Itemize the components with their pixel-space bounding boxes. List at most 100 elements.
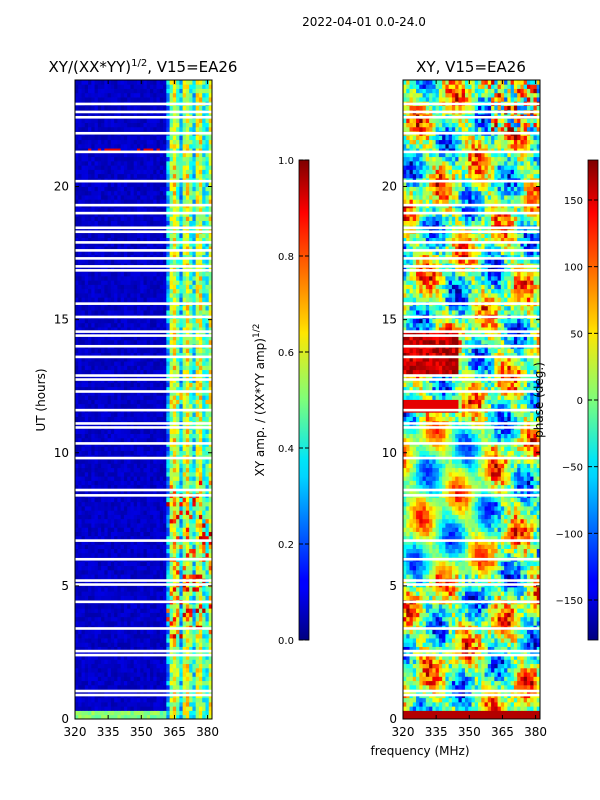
heatmap-cell <box>192 361 197 366</box>
heatmap-cell <box>169 603 174 609</box>
heatmap-cell <box>91 310 95 315</box>
heatmap-cell <box>182 327 187 332</box>
heatmap-cell <box>75 369 79 375</box>
heatmap-cell <box>114 621 118 626</box>
heatmap-cell <box>133 305 138 311</box>
heatmap-cell <box>198 655 203 660</box>
heatmap-cell <box>104 382 109 388</box>
heatmap-cell <box>185 531 190 537</box>
heatmap-cell <box>202 608 206 613</box>
heatmap-cell <box>208 629 213 635</box>
heatmap-cell <box>150 284 154 290</box>
heatmap-cell <box>172 544 177 549</box>
heatmap-cell <box>91 254 95 260</box>
heatmap-cell <box>179 386 184 392</box>
heatmap-cell <box>120 497 125 503</box>
heatmap-cell <box>182 258 187 264</box>
heatmap-cell <box>156 484 161 490</box>
heatmap-cell <box>133 395 138 400</box>
heatmap-cell <box>133 352 138 358</box>
heatmap-cell <box>169 544 174 549</box>
heatmap-cell <box>75 446 79 452</box>
heatmap-cell <box>169 612 174 618</box>
heatmap-cell <box>84 476 89 481</box>
heatmap-cell <box>169 697 174 703</box>
heatmap-cell <box>143 646 148 652</box>
heatmap-cell <box>101 595 105 601</box>
heatmap-cell <box>91 621 95 626</box>
heatmap-cell <box>107 322 112 328</box>
heatmap-cell <box>205 697 210 703</box>
heatmap-cell <box>130 506 135 511</box>
heatmap-cell <box>176 655 180 660</box>
heatmap-cell <box>166 348 170 354</box>
heatmap-cell <box>146 714 151 720</box>
heatmap-cell <box>133 339 138 345</box>
heatmap-cell <box>143 241 148 247</box>
heatmap-cell <box>195 271 200 277</box>
heatmap-cell <box>130 416 135 422</box>
heatmap-cell <box>104 561 109 567</box>
heatmap-cell <box>140 540 144 545</box>
heatmap-cell <box>88 335 92 341</box>
heatmap-cell <box>166 241 170 247</box>
heatmap-cell <box>84 531 89 537</box>
heatmap-cell <box>107 280 112 285</box>
heatmap-cell <box>88 437 92 443</box>
heatmap-cell <box>97 399 102 405</box>
heatmap-cell <box>84 335 89 341</box>
heatmap-cell <box>189 506 193 511</box>
heatmap-cell <box>123 672 128 677</box>
heatmap-cell <box>159 356 164 362</box>
heatmap-cell <box>143 710 148 716</box>
heatmap-cell <box>107 250 112 256</box>
heatmap-cell <box>176 680 180 686</box>
heatmap-cell <box>192 293 197 298</box>
heatmap-cell <box>114 220 118 226</box>
heatmap-cell <box>192 331 197 336</box>
heatmap-cell <box>117 220 122 226</box>
heatmap-cell <box>153 450 157 456</box>
heatmap-cell <box>120 297 125 302</box>
heatmap-cell <box>114 446 118 452</box>
heatmap-cell <box>123 497 128 503</box>
heatmap-cell <box>146 237 151 243</box>
heatmap-cell <box>117 612 122 618</box>
heatmap-cell <box>120 310 125 315</box>
heatmap-cell <box>208 361 213 366</box>
heatmap-cell <box>166 233 170 239</box>
heatmap-cell <box>120 382 125 388</box>
heatmap-cell <box>198 548 203 554</box>
heatmap-cell <box>104 369 109 375</box>
heatmap-cell <box>205 429 210 434</box>
heatmap-cell <box>88 450 92 456</box>
heatmap-cell <box>136 548 141 554</box>
heatmap-cell <box>78 254 82 260</box>
heatmap-cell <box>78 284 82 290</box>
heatmap-cell <box>123 446 128 452</box>
heatmap-cell <box>189 518 193 524</box>
heatmap-cell <box>91 531 95 537</box>
heatmap-cell <box>179 220 184 226</box>
heatmap-cell <box>179 608 184 613</box>
heatmap-cell <box>140 365 144 371</box>
heatmap-cell <box>189 246 193 251</box>
heatmap-cell <box>156 616 161 622</box>
heatmap-cell <box>176 591 180 596</box>
heatmap-cell <box>185 480 190 486</box>
heatmap-cell <box>166 701 170 707</box>
heatmap-cell <box>179 561 184 567</box>
heatmap-cell <box>75 565 79 571</box>
heatmap-cell <box>120 459 125 464</box>
heatmap-cell <box>159 339 164 345</box>
heatmap-cell <box>133 574 138 579</box>
heatmap-cell <box>146 514 151 520</box>
heatmap-cell <box>140 527 144 532</box>
heatmap-cell <box>110 574 115 579</box>
heatmap-cell <box>94 433 99 439</box>
heatmap-cell <box>163 569 167 575</box>
heatmap-cell <box>130 608 135 613</box>
heatmap-cell <box>143 250 148 256</box>
heatmap-cell <box>195 280 200 285</box>
heatmap-cell <box>120 339 125 345</box>
